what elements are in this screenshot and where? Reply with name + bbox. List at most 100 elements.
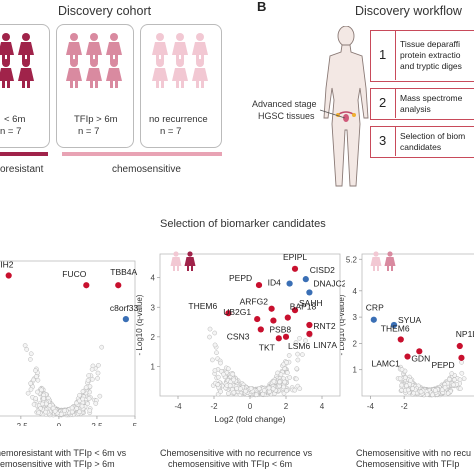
volcano-plot-1: ITIH2FUCOTBB4Ac8orf33-2.502.55Log2 (fold… bbox=[0, 260, 138, 426]
caption-3b: Chemosensitive with TFIp bbox=[356, 459, 460, 469]
data-point bbox=[294, 366, 300, 372]
data-point bbox=[286, 353, 292, 358]
data-point bbox=[442, 385, 448, 390]
data-point bbox=[282, 379, 288, 385]
data-point bbox=[292, 387, 298, 393]
y-tick-label: 2 bbox=[353, 339, 358, 348]
data-point bbox=[461, 376, 467, 381]
caption-2b: chemosensitive with TFIp < 6m bbox=[168, 459, 293, 469]
point-them6 bbox=[397, 336, 404, 343]
data-point bbox=[458, 386, 463, 391]
point-c8orf33 bbox=[122, 316, 129, 323]
data-point bbox=[87, 384, 93, 389]
label-them6: THEM6 bbox=[188, 301, 217, 311]
data-point bbox=[215, 374, 221, 380]
point-pepd bbox=[255, 281, 263, 289]
data-point bbox=[28, 351, 34, 357]
y-tick-label: 4 bbox=[353, 287, 358, 296]
step-text-2b: analysis bbox=[400, 104, 431, 114]
data-point bbox=[231, 377, 237, 383]
tissue-label-2: HGSC tissues bbox=[258, 111, 315, 121]
data-point bbox=[215, 382, 221, 387]
data-point bbox=[25, 390, 31, 396]
point-tbb4a bbox=[115, 282, 122, 289]
y-tick-label: 5.2 bbox=[346, 255, 358, 264]
x-tick-label: 2 bbox=[284, 402, 289, 411]
label-fuco: FUCO bbox=[62, 269, 86, 279]
point-dnajc2 bbox=[306, 289, 313, 296]
data-point bbox=[41, 396, 47, 401]
label-gdn: GDN bbox=[411, 353, 430, 363]
data-point bbox=[69, 409, 75, 415]
data-point bbox=[447, 376, 452, 382]
category-sensitive: chemosensitive bbox=[112, 164, 181, 175]
selection-title: Selection of biomarker candidates bbox=[160, 218, 326, 230]
data-point bbox=[399, 382, 405, 388]
sensitive-bar bbox=[62, 152, 222, 156]
data-point bbox=[449, 371, 455, 376]
y-tick-label: 4 bbox=[151, 274, 156, 283]
group-label-2: TFIp > 6m bbox=[74, 114, 118, 125]
y-tick-label: 1 bbox=[353, 366, 358, 375]
data-point bbox=[410, 386, 416, 391]
data-point bbox=[218, 360, 223, 366]
data-point bbox=[96, 362, 101, 368]
data-point bbox=[457, 377, 463, 383]
data-point bbox=[77, 392, 82, 398]
data-point bbox=[295, 357, 301, 363]
data-point bbox=[210, 357, 215, 363]
background-points bbox=[22, 343, 105, 418]
data-point bbox=[80, 396, 86, 402]
point-arfg2 bbox=[268, 305, 275, 312]
group-n-3: n = 7 bbox=[160, 126, 182, 137]
data-point bbox=[254, 392, 259, 398]
data-point bbox=[303, 338, 308, 343]
group-label-1: < 6m bbox=[4, 114, 26, 125]
data-point bbox=[230, 371, 236, 377]
data-point bbox=[212, 330, 218, 336]
data-point bbox=[293, 376, 299, 382]
data-point bbox=[418, 389, 424, 395]
label-cisd2: CISD2 bbox=[310, 265, 335, 275]
data-point bbox=[27, 357, 33, 362]
point-lamc1 bbox=[404, 353, 411, 360]
data-point bbox=[270, 386, 276, 392]
data-point bbox=[248, 386, 254, 391]
point-pepd bbox=[458, 354, 465, 361]
caption-3a: Chemosensitive with no recu bbox=[356, 448, 472, 458]
data-point bbox=[221, 371, 226, 377]
data-point bbox=[281, 384, 286, 390]
tfip-patient-icons bbox=[66, 33, 122, 88]
cohort-title: Discovery cohort bbox=[58, 4, 152, 18]
data-point bbox=[35, 389, 40, 395]
data-point bbox=[243, 388, 248, 394]
data-point bbox=[24, 347, 30, 352]
data-point bbox=[451, 382, 456, 388]
data-point bbox=[69, 405, 75, 411]
x-tick-label: 5 bbox=[133, 422, 138, 426]
data-point bbox=[43, 409, 48, 415]
point-them6 bbox=[225, 310, 232, 317]
point-lsm6 bbox=[282, 333, 290, 340]
tfip-group-icon bbox=[384, 251, 396, 271]
background-points bbox=[207, 326, 313, 398]
data-point bbox=[83, 385, 89, 390]
label-lin7a: LIN7A bbox=[313, 340, 337, 350]
resistant-group-icon bbox=[184, 251, 196, 271]
y-tick-label: 2 bbox=[151, 333, 156, 342]
step-text-1c: and tryptic diges bbox=[400, 61, 462, 71]
data-point bbox=[87, 408, 93, 413]
data-point bbox=[430, 392, 435, 398]
data-point bbox=[33, 396, 39, 401]
data-point bbox=[411, 390, 417, 396]
no-recurrence-group-icon bbox=[370, 251, 382, 271]
data-point bbox=[97, 393, 103, 399]
workflow-title: Discovery workflow bbox=[355, 4, 462, 18]
no-recurrence-patient-icons bbox=[152, 33, 208, 88]
label-them6: THEM6 bbox=[381, 323, 410, 333]
step-text-3a: Selection of biom bbox=[400, 131, 466, 141]
data-point bbox=[33, 368, 38, 373]
data-point bbox=[227, 383, 233, 389]
